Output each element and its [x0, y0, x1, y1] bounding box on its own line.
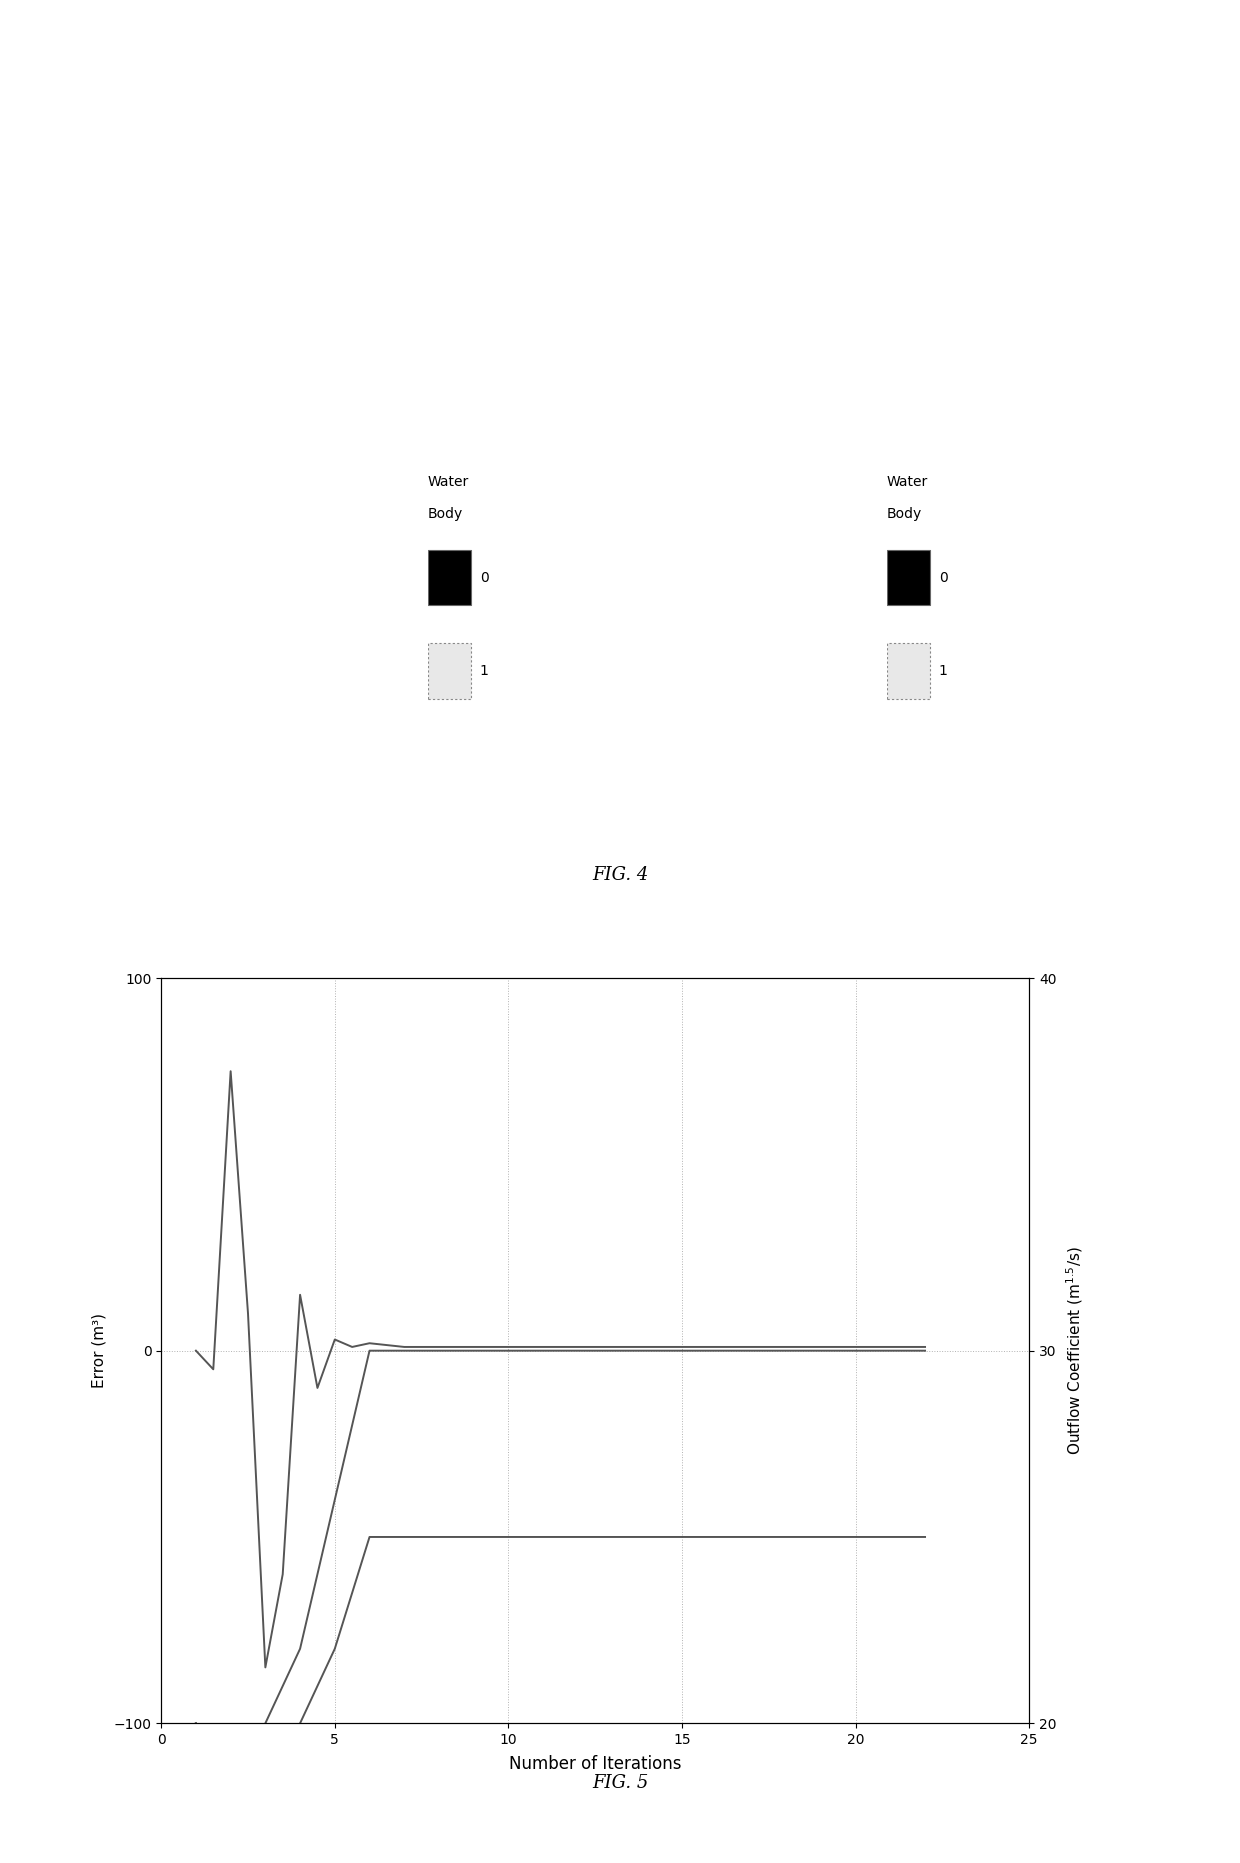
Polygon shape [109, 145, 154, 216]
Text: 1: 1 [480, 663, 489, 678]
Y-axis label: Outflow Coefficient (m$^{1.5}$/s): Outflow Coefficient (m$^{1.5}$/s) [1065, 1246, 1085, 1455]
Text: FIG. 4: FIG. 4 [591, 866, 649, 885]
Bar [887, 550, 930, 605]
Bar [428, 550, 471, 605]
Text: 1: 1 [939, 663, 947, 678]
Polygon shape [563, 145, 608, 216]
Text: 0: 0 [939, 570, 947, 585]
Text: FIG. 5: FIG. 5 [591, 1774, 649, 1792]
X-axis label: Number of Iterations: Number of Iterations [508, 1755, 682, 1774]
Text: Body: Body [428, 507, 463, 522]
Text: Body: Body [887, 507, 921, 522]
Polygon shape [526, 186, 727, 712]
Text: Water: Water [887, 475, 928, 490]
Polygon shape [72, 186, 273, 712]
Bar [428, 643, 471, 699]
Text: Water: Water [428, 475, 469, 490]
Polygon shape [64, 158, 124, 244]
Polygon shape [518, 158, 578, 244]
Bar [887, 643, 930, 699]
Y-axis label: Error (m³): Error (m³) [92, 1313, 107, 1388]
Text: 0: 0 [480, 570, 489, 585]
